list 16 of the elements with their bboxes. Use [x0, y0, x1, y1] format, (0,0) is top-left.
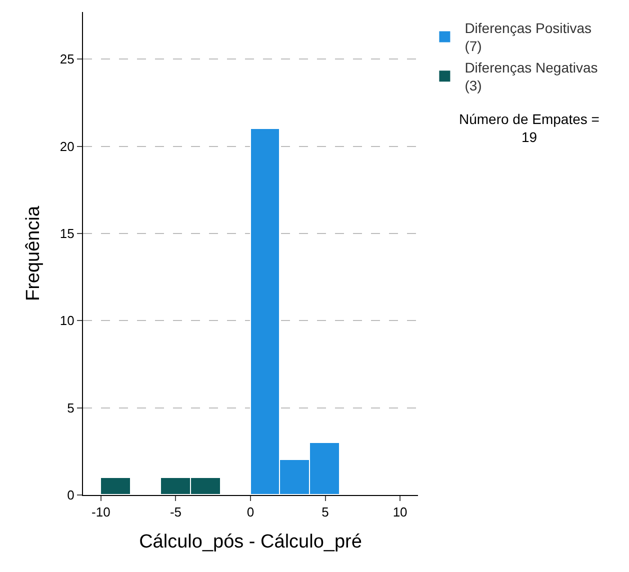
x-tick-label: 0	[246, 504, 254, 520]
x-tick-label: -10	[92, 504, 110, 520]
x-tick-label: 10	[392, 504, 408, 520]
text: Número de Empates = 19	[459, 111, 600, 146]
y-tick-label: 15	[60, 226, 74, 241]
x-axis-title: Cálculo_pós - Cálculo_pré	[139, 531, 362, 552]
y-tick-label: 5	[67, 400, 74, 416]
y-tick-label: 20	[60, 138, 74, 154]
y-tick-label: 0	[67, 488, 74, 503]
legend-label: Diferenças Negativas (3)	[464, 59, 598, 94]
x-tick-label: 5	[322, 504, 329, 520]
x-tick-label: -5	[170, 504, 182, 520]
y-axis-title: Frequência	[22, 206, 44, 302]
legend-label: Diferenças Positivas (7)	[464, 20, 592, 54]
y-tick-label: 25	[60, 52, 74, 67]
y-tick-label: 10	[60, 313, 74, 328]
